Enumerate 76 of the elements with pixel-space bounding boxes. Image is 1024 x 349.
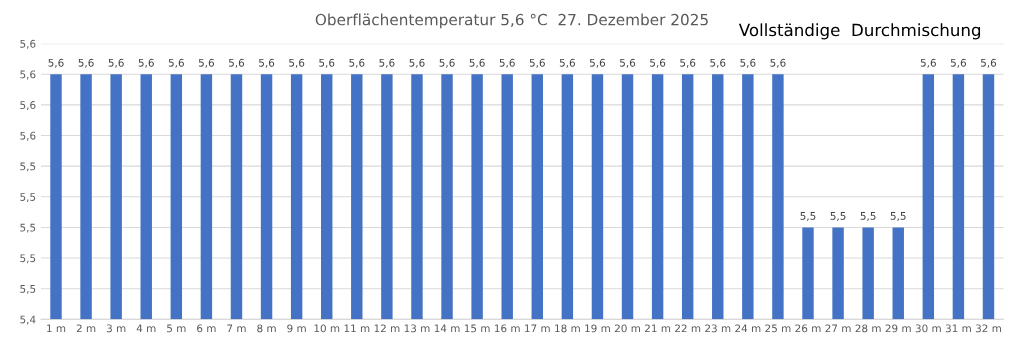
- x-tick-label: 2 m: [76, 324, 96, 333]
- x-tick-label: 18 m: [555, 324, 580, 333]
- data-label: 5,6: [349, 58, 365, 68]
- y-tick-label: 5,4: [20, 315, 36, 325]
- x-tick-label: 23 m: [705, 324, 731, 333]
- data-label: 5,5: [800, 212, 816, 221]
- x-tick-label: 6 m: [197, 324, 216, 333]
- x-tick-label: 1 m: [47, 324, 66, 333]
- data-label: 5,6: [319, 58, 335, 68]
- data-label: 5,6: [770, 58, 786, 68]
- x-tick-label: 12 m: [374, 324, 400, 333]
- x-tick-label: 24 m: [735, 324, 761, 333]
- x-tick-label: 19 m: [585, 324, 610, 333]
- data-label: 5,6: [108, 58, 124, 68]
- data-label: 5,6: [950, 58, 967, 68]
- x-tick-label: 17 m: [525, 324, 550, 333]
- data-label: 5,6: [409, 58, 425, 68]
- data-label: 5,6: [48, 58, 64, 68]
- x-tick-label: 4 m: [136, 324, 156, 333]
- data-label: 5,6: [650, 58, 666, 68]
- y-tick-label: 5,6: [20, 70, 36, 80]
- data-label: 5,6: [680, 58, 696, 68]
- x-tick-label: 11 m: [344, 324, 370, 333]
- y-tick-label: 5,5: [20, 162, 36, 172]
- y-tick-label: 5,6: [20, 101, 36, 111]
- x-tick-label: 16 m: [494, 324, 520, 333]
- x-tick-label: 29 m: [885, 324, 911, 333]
- data-label: 5,6: [710, 58, 726, 68]
- x-tick-label: 26 m: [795, 324, 821, 333]
- y-tick-label: 5,6: [20, 39, 36, 49]
- data-label: 5,6: [138, 58, 154, 68]
- x-tick-label: 7 m: [227, 324, 246, 333]
- data-label: 5,6: [289, 58, 305, 68]
- data-label: 5,6: [529, 58, 545, 68]
- x-tick-label: 21 m: [645, 324, 671, 333]
- data-label: 5,6: [198, 58, 215, 68]
- x-tick-label: 10 m: [314, 324, 340, 333]
- data-label: 5,6: [469, 58, 485, 68]
- x-tick-label: 9 m: [287, 324, 306, 333]
- data-label: 5,6: [379, 58, 395, 68]
- data-label: 5,6: [589, 58, 606, 68]
- y-tick-label: 5,5: [20, 285, 36, 294]
- x-tick-label: 30 m: [915, 324, 941, 333]
- y-tick-label: 5,5: [20, 254, 36, 264]
- data-label: 5,6: [259, 58, 275, 68]
- data-label: 5,6: [981, 58, 997, 68]
- y-tick-label: 5,5: [20, 193, 36, 202]
- data-label: 5,6: [229, 58, 245, 68]
- data-label: 5,6: [559, 58, 575, 68]
- x-tick-label: 28 m: [855, 324, 881, 333]
- data-label: 5,6: [740, 58, 756, 68]
- data-label: 5,6: [920, 58, 936, 68]
- x-tick-label: 8 m: [257, 324, 276, 333]
- data-label: 5,5: [860, 212, 876, 221]
- x-tick-label: 15 m: [464, 324, 490, 333]
- data-label: 5,6: [439, 58, 455, 68]
- data-label: 5,6: [168, 58, 184, 68]
- y-tick-label: 5,5: [20, 223, 36, 233]
- data-label: 5,6: [620, 58, 636, 68]
- x-tick-label: 14 m: [434, 324, 460, 333]
- data-label: 5,5: [830, 212, 846, 221]
- x-tick-label: 25 m: [765, 324, 791, 333]
- x-tick-label: 20 m: [614, 324, 640, 333]
- chart-title: Oberflächentemperatur 5,6 °C 27. Dezember 2025: [315, 13, 708, 29]
- data-label: 5,6: [499, 58, 515, 68]
- x-tick-label: 31 m: [945, 324, 971, 333]
- data-label: 5,6: [78, 58, 94, 68]
- x-tick-label: 22 m: [675, 324, 701, 333]
- y-tick-label: 5,6: [20, 131, 36, 141]
- x-tick-label: 32 m: [975, 324, 1001, 333]
- data-label: 5,5: [890, 212, 906, 221]
- text: Vollständige Durchmischung: [738, 23, 981, 40]
- x-tick-label: 13 m: [404, 324, 430, 333]
- x-tick-label: 27 m: [825, 324, 851, 333]
- x-tick-label: 5 m: [167, 324, 186, 333]
- x-tick-label: 3 m: [106, 324, 126, 333]
